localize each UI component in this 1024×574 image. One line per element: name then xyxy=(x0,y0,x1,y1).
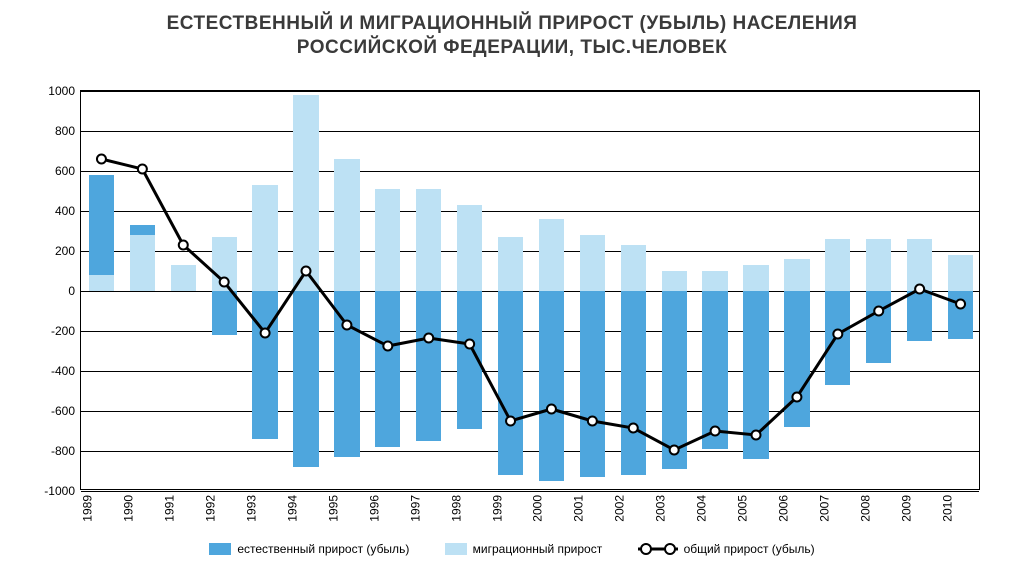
legend-label-total: общий прирост (убыль) xyxy=(684,542,815,556)
xtick-label: 1999 xyxy=(490,495,504,522)
ytick-label: -800 xyxy=(51,444,81,458)
xtick-label: 2003 xyxy=(654,495,668,522)
total-marker xyxy=(670,446,679,455)
legend-swatch-natural xyxy=(209,543,231,555)
ytick-label: -1000 xyxy=(44,484,81,498)
legend-item-migration: миграционный прирост xyxy=(445,542,603,556)
total-marker xyxy=(138,165,147,174)
ytick-label: -400 xyxy=(51,364,81,378)
chart-container: ЕСТЕСТВЕННЫЙ И МИГРАЦИОННЫЙ ПРИРОСТ (УБЫ… xyxy=(0,0,1024,574)
ytick-label: 200 xyxy=(55,244,81,258)
xtick-label: 1989 xyxy=(81,495,95,522)
total-marker xyxy=(792,393,801,402)
total-marker xyxy=(588,417,597,426)
xtick-label: 2009 xyxy=(899,495,913,522)
total-marker xyxy=(424,334,433,343)
legend-label-migration: миграционный прирост xyxy=(473,542,603,556)
ytick-label: -600 xyxy=(51,404,81,418)
total-marker xyxy=(97,155,106,164)
ytick-label: 0 xyxy=(68,284,81,298)
xtick-label: 2006 xyxy=(777,495,791,522)
xtick-label: 1996 xyxy=(367,495,381,522)
ytick-label: -200 xyxy=(51,324,81,338)
total-marker xyxy=(629,424,638,433)
total-marker xyxy=(547,405,556,414)
legend-item-total: общий прирост (убыль) xyxy=(638,542,815,556)
chart-title: ЕСТЕСТВЕННЫЙ И МИГРАЦИОННЫЙ ПРИРОСТ (УБЫ… xyxy=(0,12,1024,60)
chart-title-line1: ЕСТЕСТВЕННЫЙ И МИГРАЦИОННЫЙ ПРИРОСТ (УБЫ… xyxy=(0,12,1024,36)
legend-label-natural: естественный прирост (убыль) xyxy=(237,542,409,556)
plot-area: -1000-800-600-400-2000200400600800100019… xyxy=(80,90,980,490)
xtick-label: 2007 xyxy=(817,495,831,522)
xtick-label: 1992 xyxy=(204,495,218,522)
xtick-label: 1991 xyxy=(163,495,177,522)
total-marker xyxy=(179,241,188,250)
xtick-label: 1998 xyxy=(449,495,463,522)
xtick-label: 2004 xyxy=(695,495,709,522)
legend: естественный прирост (убыль) миграционны… xyxy=(0,542,1024,558)
total-marker xyxy=(752,431,761,440)
ytick-label: 800 xyxy=(55,124,81,138)
total-marker xyxy=(220,278,229,287)
chart-title-line2: РОССИЙСКОЙ ФЕДЕРАЦИИ, ТЫС.ЧЕЛОВЕК xyxy=(0,36,1024,60)
total-marker xyxy=(915,285,924,294)
total-line xyxy=(81,91,979,489)
total-marker xyxy=(465,340,474,349)
total-marker xyxy=(956,300,965,309)
total-marker xyxy=(833,330,842,339)
ytick-label: 400 xyxy=(55,204,81,218)
total-marker xyxy=(342,321,351,330)
total-marker xyxy=(506,417,515,426)
total-marker xyxy=(711,427,720,436)
xtick-label: 2000 xyxy=(531,495,545,522)
xtick-label: 2010 xyxy=(940,495,954,522)
legend-swatch-migration xyxy=(445,543,467,555)
xtick-label: 1995 xyxy=(327,495,341,522)
gridline xyxy=(81,491,979,492)
xtick-label: 1993 xyxy=(245,495,259,522)
legend-item-natural: естественный прирост (убыль) xyxy=(209,542,409,556)
xtick-label: 2002 xyxy=(613,495,627,522)
ytick-label: 1000 xyxy=(48,84,81,98)
total-marker xyxy=(383,342,392,351)
xtick-label: 1994 xyxy=(286,495,300,522)
total-marker xyxy=(302,267,311,276)
xtick-label: 2005 xyxy=(736,495,750,522)
total-marker xyxy=(261,329,270,338)
ytick-label: 600 xyxy=(55,164,81,178)
legend-swatch-total xyxy=(638,543,678,555)
xtick-label: 2001 xyxy=(572,495,586,522)
xtick-label: 1997 xyxy=(408,495,422,522)
xtick-label: 1990 xyxy=(122,495,136,522)
xtick-label: 2008 xyxy=(858,495,872,522)
total-marker xyxy=(874,307,883,316)
